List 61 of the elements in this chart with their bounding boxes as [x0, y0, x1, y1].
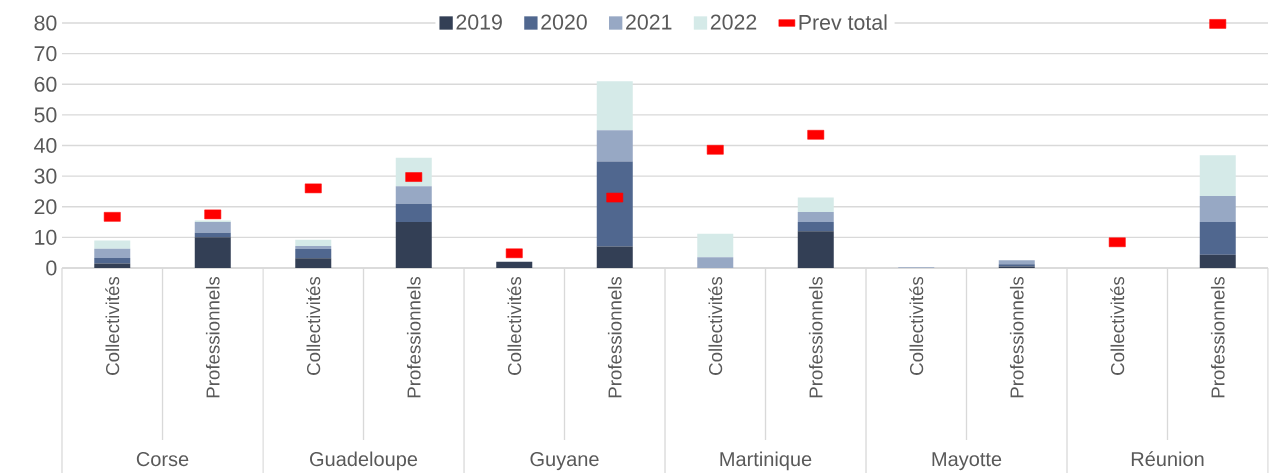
y-tick-label: 20	[34, 199, 57, 215]
x-tick-label: Collectivités	[909, 276, 924, 375]
bar	[194, 222, 231, 233]
y-tick-label: 40	[34, 137, 57, 154]
bar	[596, 246, 633, 268]
x-tick-label: Collectivités	[507, 276, 522, 375]
bar	[1199, 254, 1236, 268]
bar	[295, 249, 332, 259]
text: Martinique	[720, 451, 812, 471]
bar	[596, 161, 633, 247]
bar	[1199, 222, 1236, 255]
x-tick-label: Professionnels	[406, 276, 421, 398]
legend-label: 2022	[710, 14, 757, 30]
x-tick-label: Collectivités	[708, 276, 723, 375]
bar	[94, 248, 131, 258]
bar	[596, 81, 633, 131]
x-tick-label: Professionnels	[607, 276, 622, 398]
legend-label: Prev total	[799, 14, 887, 30]
x-tick-label: Professionnels	[1009, 276, 1024, 398]
bar	[697, 257, 734, 268]
y-tick-label: 80	[34, 15, 57, 31]
bar	[998, 260, 1035, 265]
y-tick-label: 30	[34, 168, 57, 184]
x-tick-label: Collectivités	[105, 276, 120, 375]
bar	[94, 263, 131, 268]
bar	[395, 222, 432, 268]
x-tick-label: Professionnels	[808, 276, 823, 398]
y-tick-label: 50	[34, 107, 57, 123]
bar	[797, 211, 834, 223]
x-tick-label: Collectivités	[306, 276, 321, 375]
legend-label: 2021	[626, 14, 672, 30]
y-tick-label: 10	[35, 229, 57, 245]
bar	[94, 240, 131, 249]
text: Mayotte	[932, 452, 1002, 471]
y-tick-label: 60	[34, 76, 57, 92]
y-tick-label: 70	[34, 46, 57, 62]
bar	[295, 258, 332, 268]
text: Guadeloupe	[310, 451, 418, 471]
legend-label: 2019	[456, 14, 502, 30]
x-tick-label: Professionnels	[205, 276, 220, 398]
bar	[697, 233, 734, 258]
bar	[797, 222, 834, 232]
text: Guyane	[530, 452, 599, 471]
text: Réunion	[1131, 451, 1204, 467]
bar	[395, 203, 432, 223]
bar	[1199, 155, 1236, 197]
bar	[596, 130, 633, 162]
bar	[1199, 196, 1236, 223]
bar	[295, 239, 332, 246]
legend-label: 2020	[541, 14, 587, 30]
bar	[395, 186, 432, 204]
bar	[797, 231, 834, 268]
x-tick-label: Collectivités	[1110, 276, 1125, 375]
bar	[94, 257, 131, 264]
bar	[194, 237, 231, 268]
bar	[496, 261, 533, 268]
text: Corse	[136, 452, 189, 467]
y-tick-label: 0	[46, 260, 57, 276]
bar	[797, 197, 834, 212]
bar	[295, 245, 332, 249]
x-tick-label: Professionnels	[1210, 276, 1225, 398]
